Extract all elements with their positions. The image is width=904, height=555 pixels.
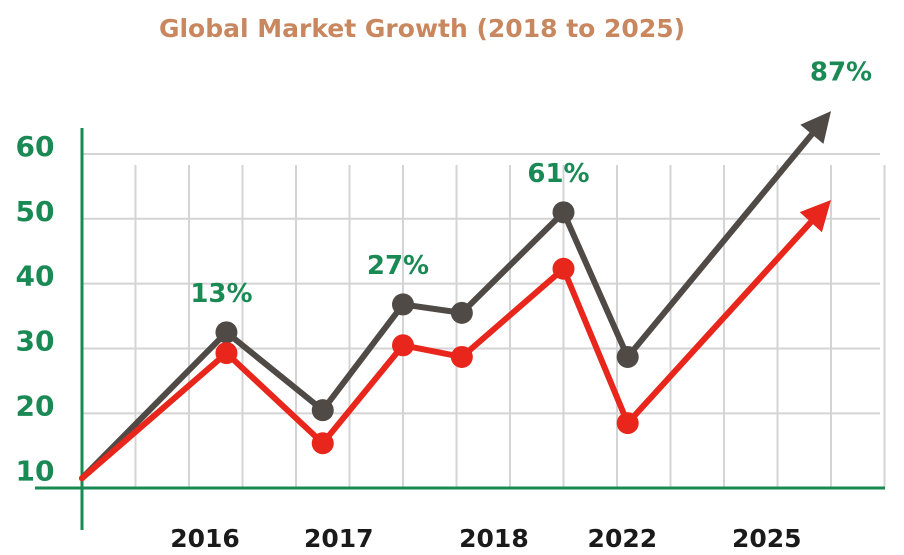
point [552,257,575,280]
point [311,399,334,422]
point [552,201,575,224]
point [392,334,414,357]
y-tick-label: 30 [16,325,55,358]
point [450,301,473,324]
y-tick-label: 20 [16,389,55,422]
point [311,432,334,455]
annotation: 61% [527,159,589,189]
x-tick-label: 2022 [588,524,658,553]
x-tick-label: 2017 [304,524,374,553]
arrowhead [799,200,831,233]
arrowhead [800,111,831,144]
x-tick-label: 2018 [459,524,529,553]
series-line [79,131,815,482]
annotation: 13% [190,279,252,309]
y-tick-label: 40 [16,260,55,293]
y-tick-label: 60 [16,130,55,163]
annotation: 87% [810,58,872,88]
x-tick-label: 2016 [170,524,240,553]
series-line [79,219,814,482]
annotation: 27% [367,251,429,281]
x-tick-label: 2025 [732,524,802,553]
point [616,345,639,368]
point [215,342,238,365]
y-tick-label: 50 [16,195,55,228]
point [392,293,414,316]
point [616,412,639,435]
y-tick-label: 10 [16,454,55,487]
chart-title: Global Market Growth (2018 to 2025) [159,14,685,43]
point [450,345,473,368]
point [215,321,238,344]
